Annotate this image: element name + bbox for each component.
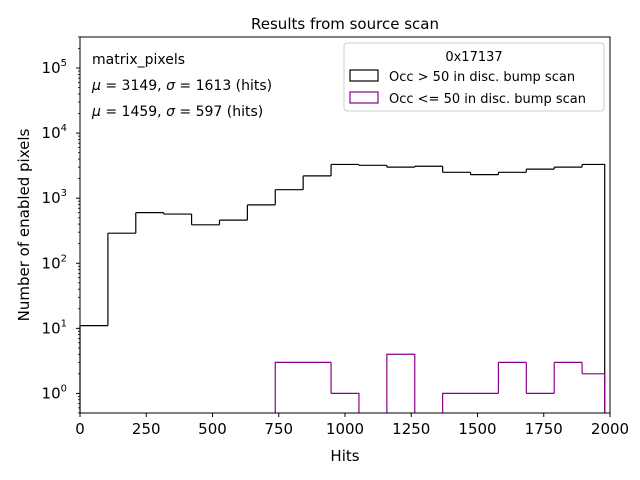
y-axis: 100 101 102 103 104 105 bbox=[42, 36, 80, 414]
x-axis: 0 250 500 750 1000 1250 1500 1750 2000 bbox=[75, 413, 629, 438]
x-tick-label: 2000 bbox=[591, 420, 629, 438]
y-axis-label: Number of enabled pixels bbox=[15, 128, 33, 321]
histogram-bin-s1-9 bbox=[331, 392, 360, 413]
x-tick-label: 500 bbox=[198, 420, 227, 438]
histogram-series bbox=[79, 163, 606, 413]
annotation-stats-all: μ = 3149, σ = 1613 (hits) bbox=[91, 78, 272, 94]
x-axis-label: Hits bbox=[330, 447, 359, 465]
legend-box bbox=[343, 42, 605, 112]
x-tick-label: 1500 bbox=[458, 420, 496, 438]
annotation-name: matrix_pixels bbox=[92, 52, 185, 68]
y-tick-label: 101 bbox=[42, 318, 67, 337]
x-tick-label: 1750 bbox=[525, 420, 563, 438]
x-tick-label: 1000 bbox=[326, 420, 364, 438]
histogram-bin-s1-11 bbox=[386, 353, 416, 413]
histogram-bin-s1-7 bbox=[274, 361, 304, 413]
x-tick-label: 1250 bbox=[392, 420, 430, 438]
y-tick-label: 100 bbox=[42, 383, 67, 402]
histogram-bin-s1-18 bbox=[582, 373, 606, 413]
legend-title: 0x17137 bbox=[445, 50, 502, 65]
histogram-bin-s1-13 bbox=[442, 392, 471, 413]
y-tick-label: 105 bbox=[42, 58, 67, 77]
x-tick-label: 750 bbox=[264, 420, 293, 438]
y-tick-label: 102 bbox=[42, 253, 67, 272]
x-tick-label: 250 bbox=[132, 420, 161, 438]
chart-title: Results from source scan bbox=[251, 15, 439, 33]
annotation-stats-low: μ = 1459, σ = 597 (hits) bbox=[91, 104, 263, 120]
legend-label-occ-high: Occ > 50 in disc. bump scan bbox=[389, 70, 575, 85]
x-tick-label: 0 bbox=[75, 420, 85, 438]
histogram-bin-s0-18 bbox=[582, 163, 606, 413]
legend-label-occ-low: Occ <= 50 in disc. bump scan bbox=[389, 92, 586, 107]
y-tick-label: 104 bbox=[42, 123, 67, 142]
legend: 0x17137 Occ > 50 in disc. bump scan Occ … bbox=[343, 42, 605, 112]
legend-swatch-occ-high bbox=[349, 69, 379, 82]
y-tick-label: 103 bbox=[42, 188, 67, 207]
legend-swatch-occ-low bbox=[349, 91, 379, 104]
